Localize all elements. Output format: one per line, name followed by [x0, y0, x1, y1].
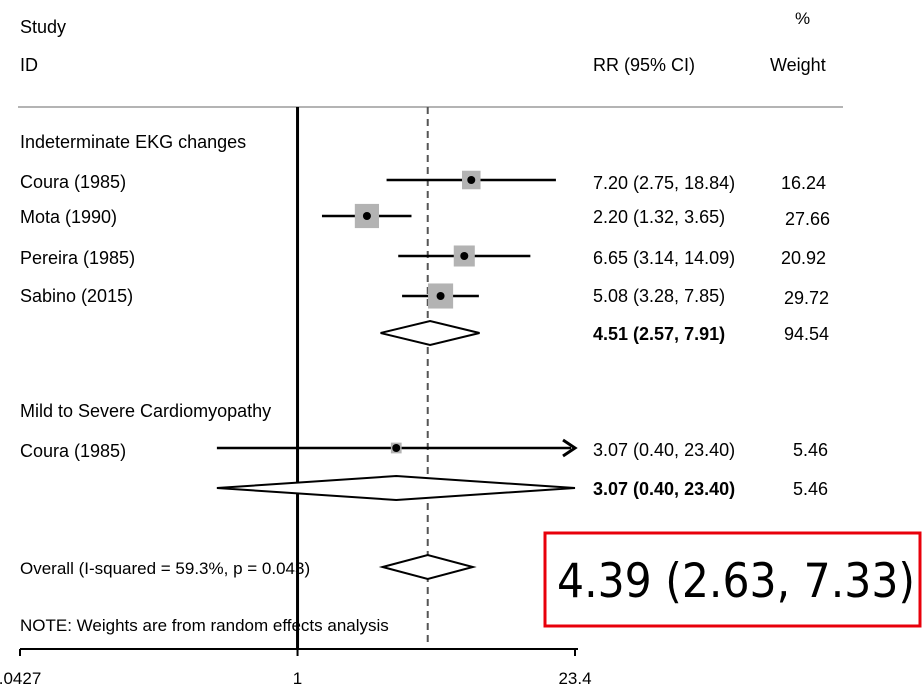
subtotal-diamond — [380, 319, 480, 347]
study-label: Coura (1985) — [20, 441, 126, 461]
study-weight: 5.46 — [793, 440, 828, 460]
study-point-estimate — [467, 176, 476, 184]
overall-diamond — [378, 553, 477, 581]
study-label: Pereira (1985) — [20, 248, 135, 268]
header-percent: % — [795, 9, 810, 28]
study-point-estimate — [362, 212, 371, 220]
header-rr: RR (95% CI) — [593, 55, 695, 75]
ci-arrow — [562, 438, 578, 458]
header-study: Study — [20, 17, 66, 37]
study-weight: 16.24 — [781, 173, 826, 193]
study-weight: 27.66 — [785, 209, 830, 229]
x-tick-label: 1 — [293, 669, 302, 688]
study-label: Coura (1985) — [20, 172, 126, 192]
study-point-estimate — [392, 444, 401, 452]
overall-label: Overall (I-squared = 59.3%, p = 0.043) — [20, 559, 310, 578]
group-label-cardiomyopathy: Mild to Severe Cardiomyopathy — [20, 401, 271, 421]
x-tick-label: .0427 — [0, 669, 41, 688]
study-ci-text: 3.07 (0.40, 23.40) — [593, 440, 735, 460]
study-ci-text: 6.65 (3.14, 14.09) — [593, 248, 735, 268]
subtotal-ci-text: 3.07 (0.40, 23.40) — [593, 479, 735, 499]
subtotal-weight: 5.46 — [793, 479, 828, 499]
study-label: Mota (1990) — [20, 207, 117, 227]
forest-marks — [216, 170, 578, 581]
study-ci-text: 5.08 (3.28, 7.85) — [593, 286, 725, 306]
subtotal-ci-text: 4.51 (2.57, 7.91) — [593, 324, 725, 344]
subtotal-diamond — [216, 474, 576, 502]
overall-ci-highlight-box — [543, 531, 922, 628]
weights-note: NOTE: Weights are from random effects an… — [20, 616, 389, 635]
overall-ci-text: 4.39 (2.63, 7.33) — [557, 554, 915, 609]
x-tick-label: 23.4 — [558, 669, 591, 688]
study-label: Sabino (2015) — [20, 286, 133, 306]
header-id: ID — [20, 55, 38, 75]
study-ci-text: 7.20 (2.75, 18.84) — [593, 173, 735, 193]
group-label-ekg: Indeterminate EKG changes — [20, 132, 246, 152]
subtotal-weight: 94.54 — [784, 324, 829, 344]
study-weight: 29.72 — [784, 288, 829, 308]
header-weight: Weight — [770, 55, 826, 75]
study-ci-text: 2.20 (1.32, 3.65) — [593, 207, 725, 227]
study-weight: 20.92 — [781, 248, 826, 268]
study-point-estimate — [436, 292, 445, 300]
study-point-estimate — [460, 252, 469, 260]
x-axis-ticks: .0427 1 23.4 — [0, 649, 592, 688]
